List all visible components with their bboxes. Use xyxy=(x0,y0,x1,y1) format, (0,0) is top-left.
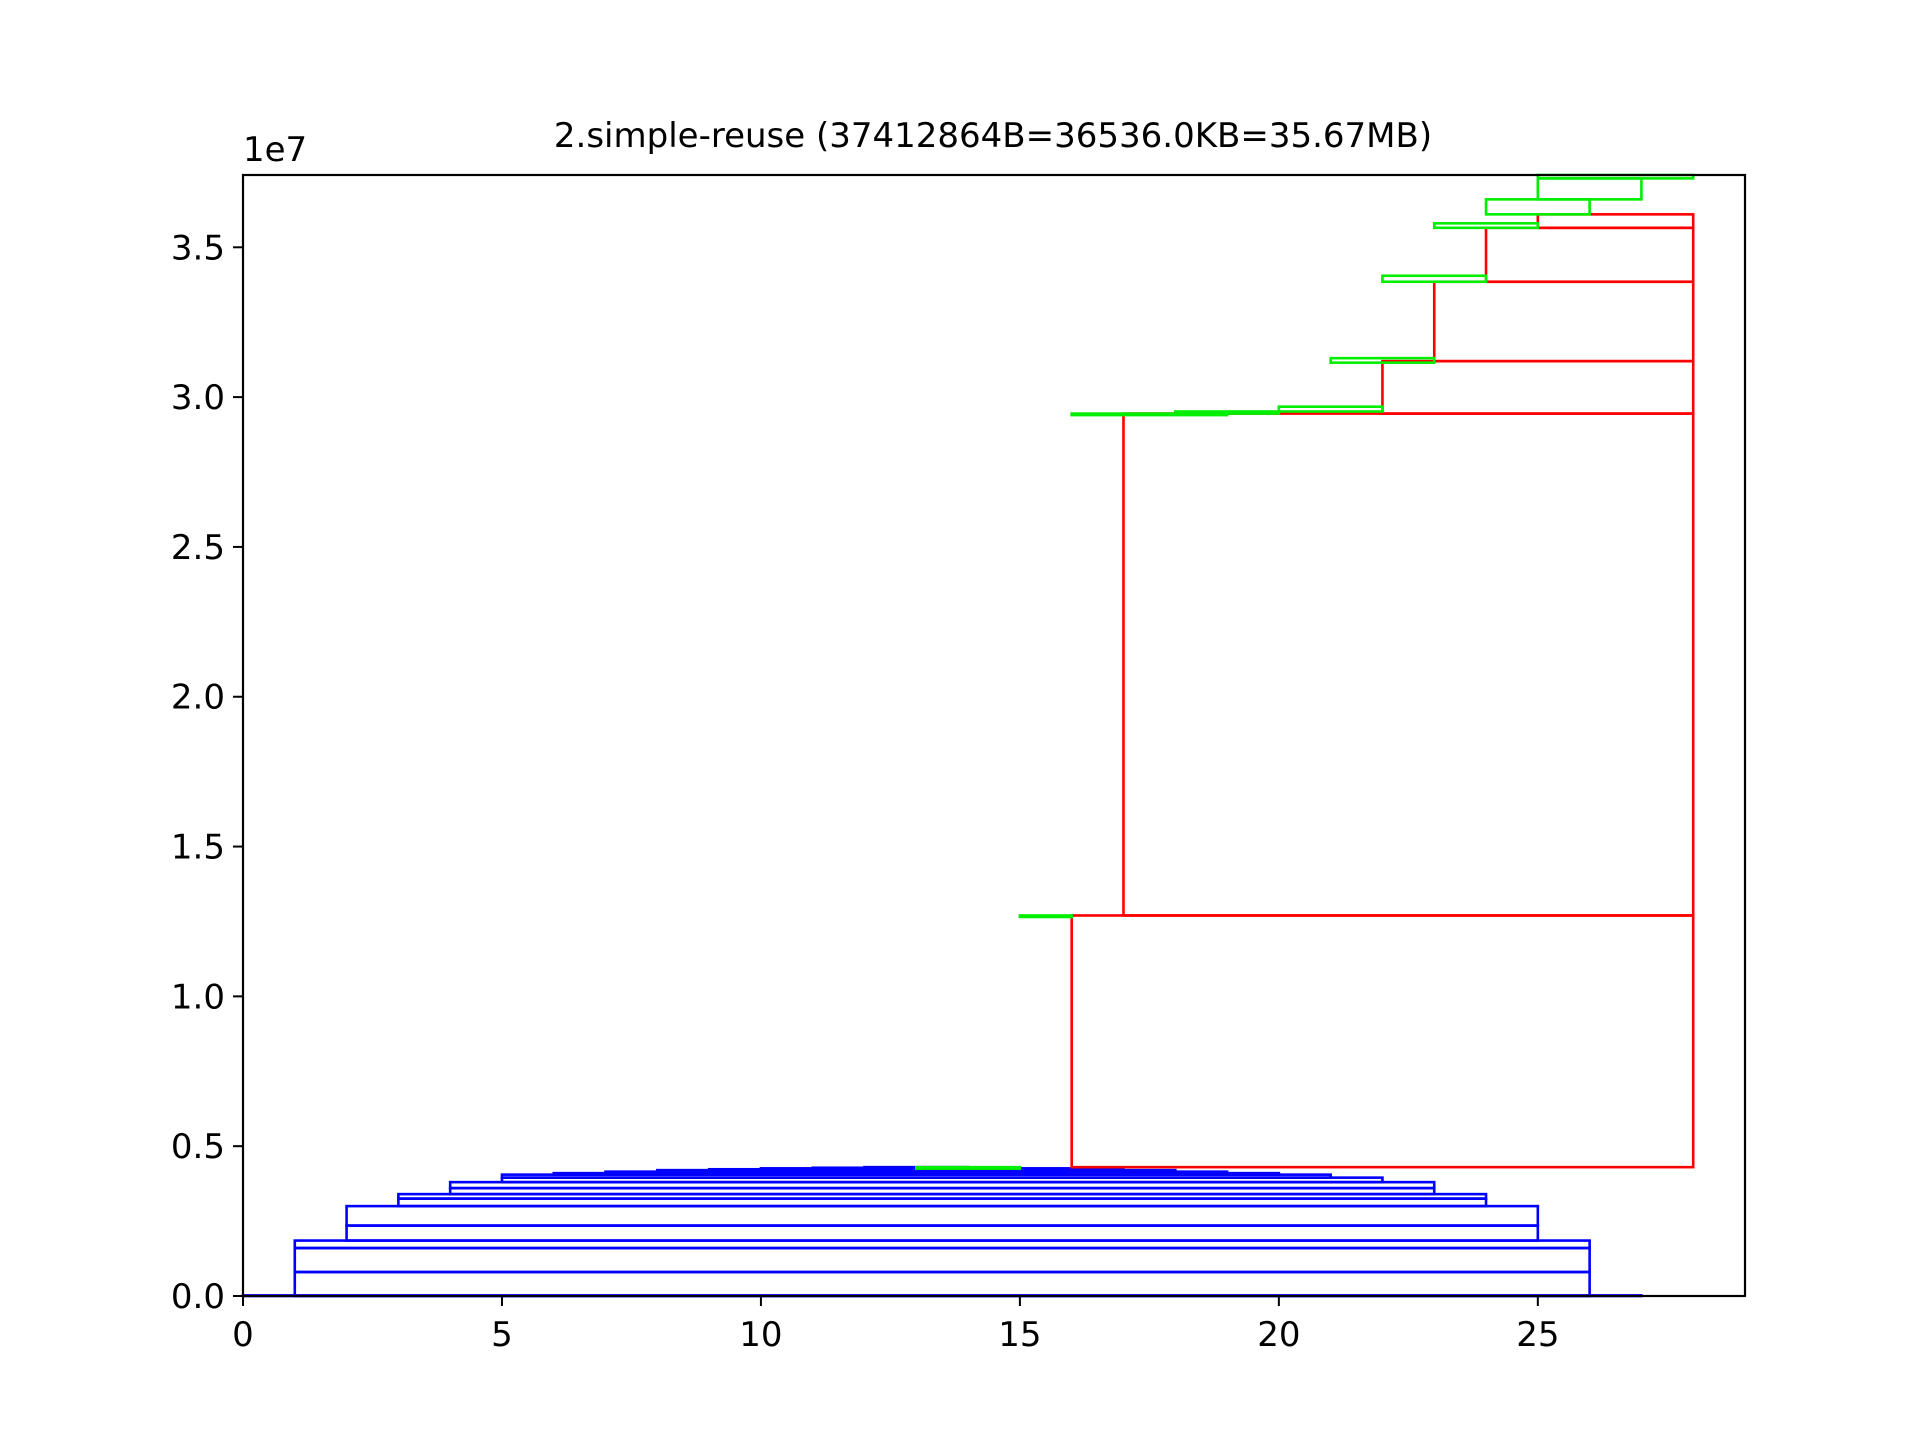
red-block-1-0 xyxy=(1070,914,1695,1169)
x-tick-label: 25 xyxy=(1516,1315,1559,1355)
green-block-2-1 xyxy=(1018,914,1073,919)
red-block-1-4 xyxy=(1484,226,1695,284)
green-block-2-4 xyxy=(1277,405,1384,413)
x-tick-label: 5 xyxy=(491,1315,513,1355)
red-block-1-1 xyxy=(1122,412,1695,917)
y-tick-label: 1.0 xyxy=(171,977,225,1017)
y-tick-label: 0.5 xyxy=(171,1127,225,1167)
blue-block-0-1 xyxy=(293,1270,1591,1298)
plot-frame xyxy=(241,173,1747,1298)
green-block-2-0 xyxy=(915,1165,1022,1170)
red-block-1-2 xyxy=(1381,359,1695,415)
x-axis: 0 5 10 15 20 25 xyxy=(232,1296,1559,1355)
green-block-2-9 xyxy=(1536,177,1643,201)
x-tick-label: 15 xyxy=(998,1315,1041,1355)
y-tick-label: 2.5 xyxy=(171,528,225,568)
green-block-2-7 xyxy=(1432,222,1540,230)
green-block-2-5 xyxy=(1329,356,1436,364)
y-axis: 0.0 0.5 1.0 1.5 2.0 2.5 3.0 3.5 xyxy=(171,228,243,1317)
y-tick-label: 3.5 xyxy=(171,228,225,268)
y-tick-label: 0.0 xyxy=(171,1277,225,1317)
x-tick-label: 20 xyxy=(1257,1315,1300,1355)
red-block-1-3 xyxy=(1432,280,1695,363)
blue-block-0-5 xyxy=(345,1204,1540,1227)
y-axis-offset-label: 1e7 xyxy=(243,130,307,170)
y-tick-label: 2.0 xyxy=(171,678,225,718)
y-tick-label: 1.5 xyxy=(171,828,225,868)
x-tick-label: 10 xyxy=(739,1315,782,1355)
blue-block-0-2 xyxy=(293,1246,1591,1274)
plot-area xyxy=(241,173,1695,1298)
green-block-2-3 xyxy=(1173,410,1281,415)
blue-block-0-4 xyxy=(345,1224,1540,1242)
chart-title: 2.simple-reuse (37412864B=36536.0KB=35.6… xyxy=(554,116,1432,156)
red-block-1-5 xyxy=(1536,213,1695,230)
x-tick-label: 0 xyxy=(232,1315,254,1355)
green-block-2-8 xyxy=(1484,198,1591,216)
green-block-2-6 xyxy=(1381,274,1488,284)
y-tick-label: 3.0 xyxy=(171,378,225,418)
